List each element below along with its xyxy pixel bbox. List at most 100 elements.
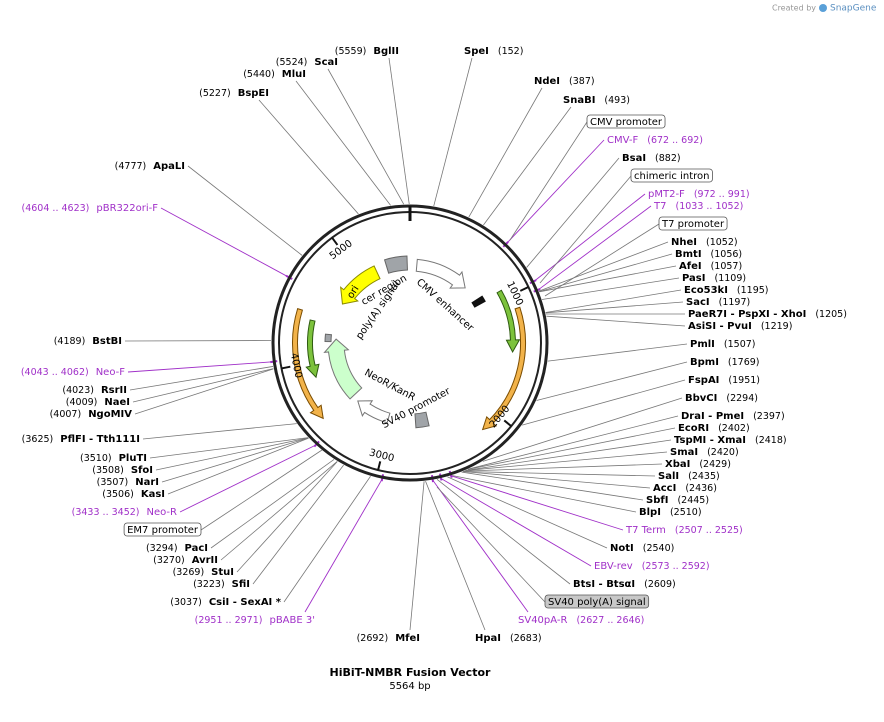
site-line: [155, 437, 309, 471]
site-label: AccI (2436): [653, 483, 717, 495]
site-label: PmlI (1507): [690, 339, 756, 351]
primer-label: T7 Term (2507 .. 2525): [625, 525, 743, 537]
site-line: [541, 277, 680, 300]
site-position: (1109): [714, 273, 746, 284]
primer-line: [450, 475, 624, 531]
site-label: (5440) MluI: [243, 69, 306, 81]
site-line: [436, 479, 571, 585]
feature-box: [658, 216, 728, 231]
ring-tick: [377, 461, 382, 471]
site-line: [210, 459, 335, 549]
site-line: [483, 106, 572, 226]
site-position: (2420): [707, 447, 739, 458]
site-line: [451, 475, 637, 513]
ring-tick: [503, 419, 512, 427]
site-label: (4023) RsrII: [62, 385, 127, 397]
site-position: (4043 .. 4062): [21, 367, 89, 378]
feature-arrow: [324, 333, 332, 343]
site-line: [258, 99, 359, 215]
site-position: (4604 .. 4623): [22, 203, 90, 214]
site-position: (1195): [737, 285, 769, 296]
site-name: Neo-F: [96, 367, 126, 378]
site-label: Eco53kI (1195): [684, 285, 769, 297]
feature-arrow: [340, 265, 381, 305]
site-line: [461, 471, 644, 501]
site-label: (3269) StuI: [173, 567, 234, 579]
ring-inner: [278, 211, 542, 475]
site-name: AfeI: [679, 261, 702, 272]
site-name: T7: [653, 201, 666, 212]
site-name: NaeI: [104, 397, 130, 408]
site-position: (152): [498, 46, 524, 57]
site-position: (2627 .. 2646): [576, 615, 644, 626]
feature-arrow: [357, 400, 391, 424]
site-position: (1056): [711, 249, 743, 260]
site-line: [149, 437, 309, 459]
site-name: StuI: [211, 567, 234, 578]
site-label: (3625) PflFI - Tth111I: [22, 434, 140, 446]
site-position: (1507): [724, 339, 756, 350]
ring-tick-label: 3000: [368, 448, 395, 465]
site-line: [187, 165, 303, 256]
feature-box: [544, 594, 650, 609]
site-label: (4007) NgoMIV: [50, 409, 133, 421]
site-label: (3508) SfoI: [92, 465, 153, 477]
site-label: SbfI (2445): [646, 495, 709, 507]
site-name: MluI: [282, 69, 306, 80]
site-name: PflFI - Tth111I: [60, 434, 140, 445]
site-line: [463, 463, 663, 472]
site-label: (3037) CsiI - SexAI *: [170, 597, 282, 609]
feature-arrow: [292, 308, 324, 420]
site-line: [546, 315, 686, 327]
ring-tick-label: 4000: [288, 352, 304, 379]
feature-arrow: [305, 319, 320, 379]
site-name: PacI: [185, 543, 208, 554]
site-line: [545, 289, 682, 313]
feature-label: EM7 promoter: [127, 525, 199, 536]
primer-line: [432, 479, 529, 613]
site-label: (3223) SfiI: [193, 579, 250, 591]
site-position: (2418): [755, 435, 787, 446]
site-position: (3223): [193, 579, 225, 590]
site-name: BbvCI: [685, 393, 717, 404]
site-name: PmlI: [690, 339, 715, 350]
site-name: BstBI: [92, 336, 122, 347]
site-line: [433, 57, 473, 207]
site-label: XbaI (2429): [665, 459, 731, 471]
site-label: BbvCI (2294): [685, 393, 758, 405]
labels: SpeI (152) NdeI (387) SnaBI (493) BsaI (882) Nhe…: [21, 46, 847, 645]
site-name: AccI: [653, 483, 676, 494]
site-line: [447, 476, 608, 549]
site-line: [167, 437, 309, 495]
site-name: NheI: [671, 237, 697, 248]
site-position: (3506): [102, 489, 134, 500]
site-position: (4189): [54, 336, 86, 347]
site-label: EcoRI (2402): [678, 423, 750, 435]
site-position: (2609): [644, 579, 676, 590]
site-label: (5227) BspEI: [199, 88, 269, 100]
site-label: BmtI (1056): [675, 249, 742, 261]
site-label: SacI (1197): [686, 297, 750, 309]
site-label: (4189) BstBI: [54, 336, 122, 348]
feature-line: [509, 121, 588, 241]
primer-line: [179, 444, 316, 513]
site-name: SnaBI: [563, 95, 595, 106]
site-position: (2436): [685, 483, 717, 494]
ring-outer: [271, 204, 549, 482]
primer-line: [160, 207, 289, 278]
primer-label: (2951 .. 2971) pBABE 3': [195, 615, 315, 627]
brand: SnapGene: [830, 4, 877, 14]
site-line: [425, 480, 486, 631]
feature-arrow: [496, 289, 521, 354]
site-name: pBR322ori-F: [96, 203, 158, 214]
site-line: [409, 481, 425, 631]
site-name: pMT2-F: [648, 189, 685, 200]
inner-feature-label: NeoR/KanR: [363, 367, 418, 403]
primer-label: CMV-F (672 .. 692): [607, 135, 703, 147]
site-line: [124, 340, 272, 342]
site-label: NdeI (387): [534, 76, 595, 88]
site-name: Eco53kI: [684, 285, 728, 296]
primer-line: [127, 361, 273, 373]
site-position: (2402): [718, 423, 750, 434]
